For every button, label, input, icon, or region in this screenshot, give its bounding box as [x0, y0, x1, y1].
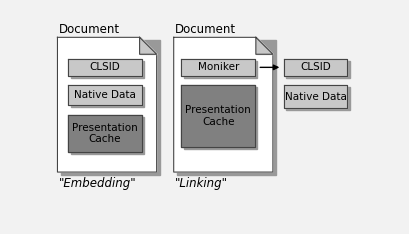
Text: Presentation
Cache: Presentation Cache: [185, 105, 251, 127]
Polygon shape: [283, 59, 346, 76]
Polygon shape: [255, 37, 272, 54]
Text: Native Data: Native Data: [284, 91, 346, 102]
Polygon shape: [68, 59, 142, 76]
Text: "Linking": "Linking": [175, 177, 228, 190]
Polygon shape: [68, 85, 142, 105]
Polygon shape: [139, 37, 156, 54]
Polygon shape: [70, 117, 144, 154]
Text: Document: Document: [59, 23, 120, 36]
Text: Moniker: Moniker: [197, 62, 238, 72]
Polygon shape: [173, 37, 272, 172]
Polygon shape: [176, 40, 275, 175]
Polygon shape: [183, 61, 257, 78]
Text: CLSID: CLSID: [299, 62, 330, 72]
Polygon shape: [181, 85, 254, 147]
Text: Presentation
Cache: Presentation Cache: [72, 123, 138, 144]
Polygon shape: [285, 61, 349, 78]
Polygon shape: [68, 115, 142, 152]
Text: Document: Document: [175, 23, 236, 36]
Polygon shape: [61, 40, 160, 175]
Polygon shape: [57, 37, 156, 172]
Text: CLSID: CLSID: [90, 62, 120, 72]
Polygon shape: [181, 59, 254, 76]
Polygon shape: [283, 85, 346, 108]
Text: "Embedding": "Embedding": [59, 177, 136, 190]
Polygon shape: [70, 61, 144, 78]
Text: Native Data: Native Data: [74, 90, 136, 100]
Polygon shape: [183, 87, 257, 149]
Polygon shape: [70, 87, 144, 107]
Polygon shape: [285, 87, 349, 110]
